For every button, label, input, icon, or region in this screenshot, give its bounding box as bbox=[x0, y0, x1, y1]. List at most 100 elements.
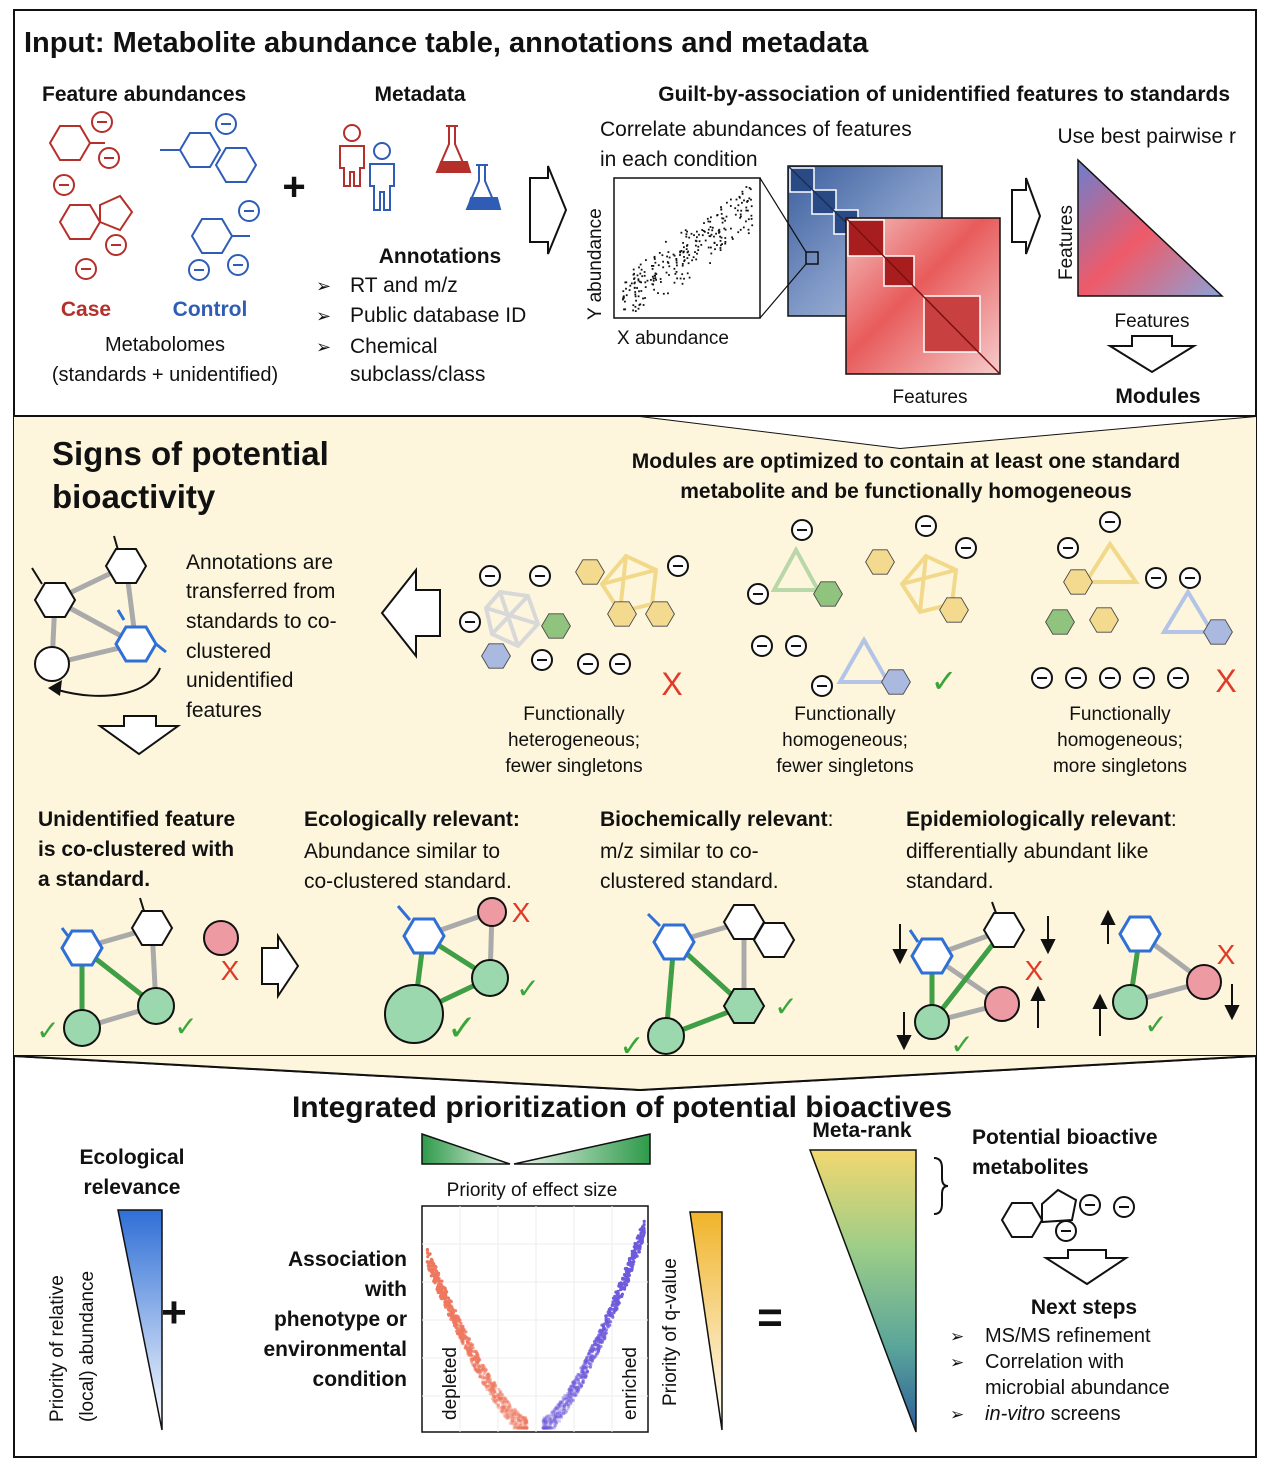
priority-rel-label-1: Priority of relative bbox=[47, 1275, 68, 1422]
volcano-point bbox=[613, 1305, 618, 1309]
volcano-point bbox=[546, 1414, 551, 1418]
volcano-point bbox=[548, 1425, 552, 1429]
volcano-point bbox=[516, 1418, 521, 1422]
volcano-point bbox=[553, 1418, 557, 1423]
volcano-point bbox=[490, 1383, 494, 1387]
volcano-point bbox=[512, 1426, 516, 1430]
potential-label-2: metabolites bbox=[972, 1156, 1089, 1179]
effect-wedge-left bbox=[421, 1132, 511, 1165]
volcano-point bbox=[522, 1422, 526, 1426]
volcano-point bbox=[570, 1390, 574, 1394]
volcano-point bbox=[488, 1384, 492, 1388]
scatter-point bbox=[625, 294, 628, 297]
volcano-point bbox=[549, 1426, 553, 1430]
volcano-point bbox=[553, 1408, 557, 1412]
volcano-point bbox=[635, 1247, 639, 1251]
scatter-point bbox=[694, 251, 696, 253]
volcano-point bbox=[545, 1426, 549, 1430]
volcano-point bbox=[491, 1394, 495, 1398]
scatter-point bbox=[730, 198, 732, 201]
volcano-point bbox=[524, 1426, 528, 1430]
volcano-point bbox=[547, 1426, 551, 1430]
volcano-point bbox=[490, 1390, 495, 1394]
volcano-point bbox=[429, 1274, 433, 1278]
scatter-point bbox=[651, 283, 654, 286]
volcano-point bbox=[498, 1398, 502, 1402]
depleted-label: depleted bbox=[440, 1347, 461, 1420]
volcano-point bbox=[622, 1287, 626, 1291]
volcano-point bbox=[556, 1412, 560, 1416]
volcano-point bbox=[548, 1426, 552, 1430]
volcano-point bbox=[492, 1398, 496, 1402]
volcano-point bbox=[525, 1420, 529, 1424]
scatter-point bbox=[654, 277, 657, 279]
scatter-point bbox=[709, 220, 712, 223]
volcano-point bbox=[581, 1381, 586, 1385]
volcano-point bbox=[427, 1268, 432, 1272]
volcano-point bbox=[521, 1426, 525, 1430]
scatter-point bbox=[640, 268, 643, 271]
volcano-point bbox=[519, 1421, 523, 1425]
volcano-point bbox=[594, 1343, 598, 1347]
scatter-point bbox=[739, 213, 742, 216]
input-title: Input: Metabolite abundance table, annot… bbox=[24, 27, 869, 59]
volcano-point bbox=[467, 1337, 472, 1341]
volcano-point bbox=[428, 1264, 432, 1268]
scatter-point bbox=[638, 290, 640, 293]
volcano-point bbox=[559, 1414, 564, 1418]
volcano-point bbox=[512, 1411, 517, 1415]
volcano-point bbox=[614, 1298, 618, 1302]
volcano-point bbox=[542, 1422, 546, 1426]
volcano-point bbox=[516, 1415, 520, 1419]
volcano-point bbox=[491, 1385, 495, 1389]
volcano-point bbox=[588, 1365, 593, 1369]
volcano-point bbox=[521, 1426, 525, 1430]
volcano-point bbox=[550, 1420, 554, 1424]
volcano-point bbox=[519, 1415, 524, 1419]
volcano-point bbox=[522, 1426, 526, 1430]
volcano-point bbox=[525, 1418, 529, 1422]
volcano-point bbox=[513, 1422, 518, 1426]
scatter-point bbox=[632, 268, 635, 271]
volcano-point bbox=[568, 1386, 572, 1391]
volcano-point bbox=[516, 1424, 521, 1428]
volcano-point bbox=[554, 1418, 558, 1423]
scatter-point bbox=[688, 236, 691, 239]
scatter-point bbox=[633, 272, 635, 275]
volcano-point bbox=[515, 1425, 519, 1429]
scatter-point bbox=[695, 244, 697, 247]
volcano-point bbox=[544, 1426, 548, 1430]
volcano-point bbox=[484, 1385, 488, 1389]
annotation-list: ➢ RT and m/z ➢ Public database ID ➢ Chemica… bbox=[316, 274, 526, 386]
scatter-point bbox=[719, 235, 721, 238]
module-case-captions: Functionally heterogeneous; fewer single… bbox=[505, 704, 1187, 777]
svg-text:more singletons: more singletons bbox=[1053, 756, 1187, 777]
scatter-point bbox=[711, 226, 714, 229]
volcano-point bbox=[445, 1290, 449, 1294]
scatter-point bbox=[739, 216, 741, 219]
scatter-point bbox=[676, 264, 678, 267]
volcano-point bbox=[553, 1414, 558, 1419]
scatter-point bbox=[686, 244, 689, 246]
svg-text:a standard.: a standard. bbox=[38, 868, 150, 891]
volcano-point bbox=[566, 1394, 570, 1398]
volcano-point bbox=[567, 1399, 571, 1403]
volcano-point bbox=[549, 1422, 553, 1426]
volcano-point bbox=[508, 1403, 512, 1407]
scatter-point bbox=[707, 232, 710, 234]
volcano-point bbox=[457, 1320, 462, 1324]
volcano-point bbox=[563, 1396, 568, 1401]
volcano-point bbox=[496, 1405, 500, 1409]
volcano-point bbox=[562, 1411, 566, 1415]
volcano-point bbox=[510, 1418, 514, 1422]
volcano-point bbox=[519, 1426, 524, 1430]
volcano-point bbox=[553, 1416, 557, 1420]
volcano-point bbox=[505, 1400, 509, 1404]
scatter-point bbox=[747, 209, 749, 212]
volcano-point bbox=[544, 1426, 548, 1430]
volcano-point bbox=[475, 1364, 479, 1368]
volcano-point bbox=[637, 1249, 641, 1253]
volcano-point bbox=[519, 1413, 523, 1417]
volcano-point bbox=[500, 1397, 504, 1401]
volcano-point bbox=[556, 1403, 560, 1407]
